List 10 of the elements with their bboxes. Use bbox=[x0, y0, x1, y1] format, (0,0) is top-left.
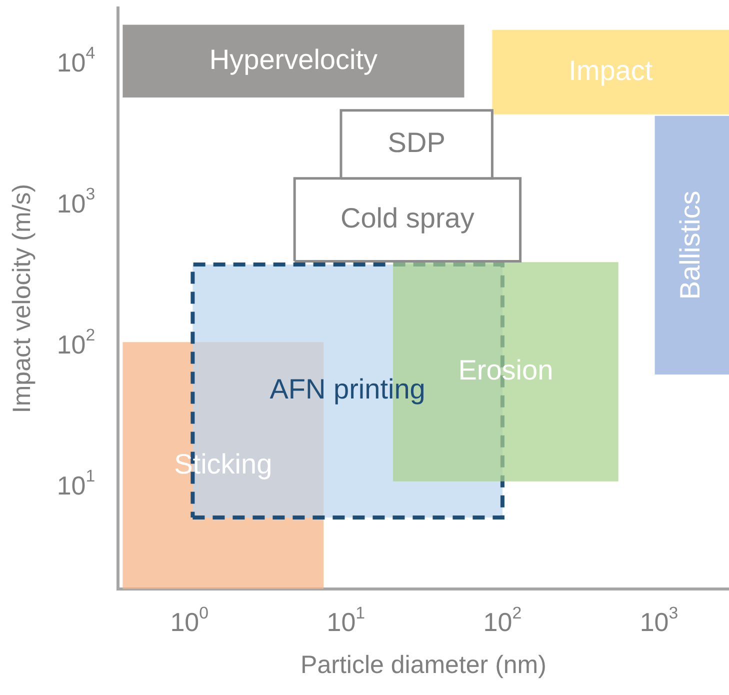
series-label: Impact bbox=[568, 54, 653, 86]
series-label: Erosion bbox=[458, 354, 554, 386]
series-label: Sticking bbox=[174, 448, 272, 480]
series-label: Cold spray bbox=[340, 202, 474, 234]
series-label: SDP bbox=[388, 127, 446, 158]
series-label: Hypervelocity bbox=[209, 44, 378, 75]
y-axis-title: Impact velocity (m/s) bbox=[8, 184, 36, 414]
series-label: Ballistics bbox=[674, 190, 706, 300]
x-axis-title: Particle diameter (nm) bbox=[300, 650, 546, 679]
series-label: AFN printing bbox=[270, 374, 426, 405]
